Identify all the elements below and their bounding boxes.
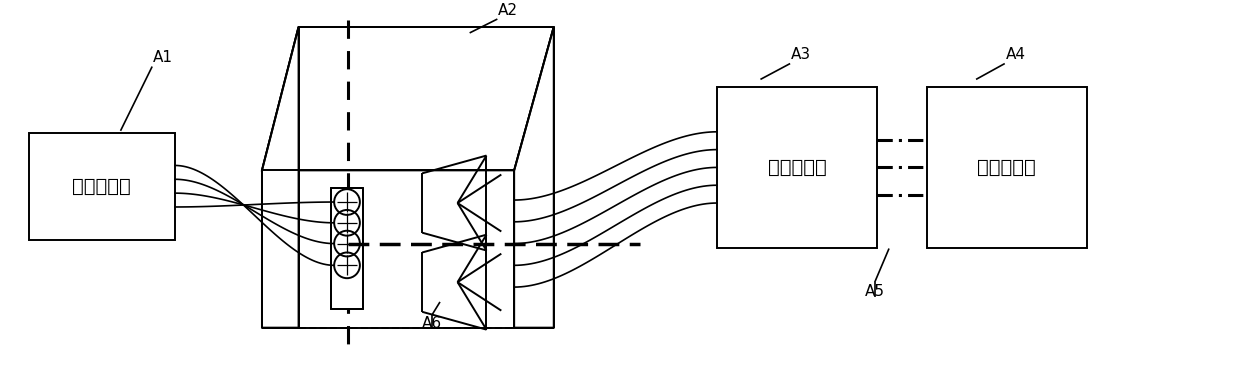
Text: A3: A3 [791,47,811,62]
Bar [717,87,877,247]
Text: A1: A1 [154,49,174,64]
Bar [926,87,1086,247]
Polygon shape [262,27,554,170]
Polygon shape [331,188,363,309]
Text: A4: A4 [1006,47,1025,62]
Polygon shape [515,27,554,328]
Polygon shape [262,27,299,328]
Bar [29,133,175,240]
Text: 信道模拟器: 信道模拟器 [768,158,826,177]
Text: 终端模拟器: 终端模拟器 [977,158,1037,177]
Text: 基站模拟器: 基站模拟器 [72,177,131,196]
Text: A6: A6 [422,316,443,331]
Text: A5: A5 [866,284,885,299]
Text: A2: A2 [498,3,518,18]
